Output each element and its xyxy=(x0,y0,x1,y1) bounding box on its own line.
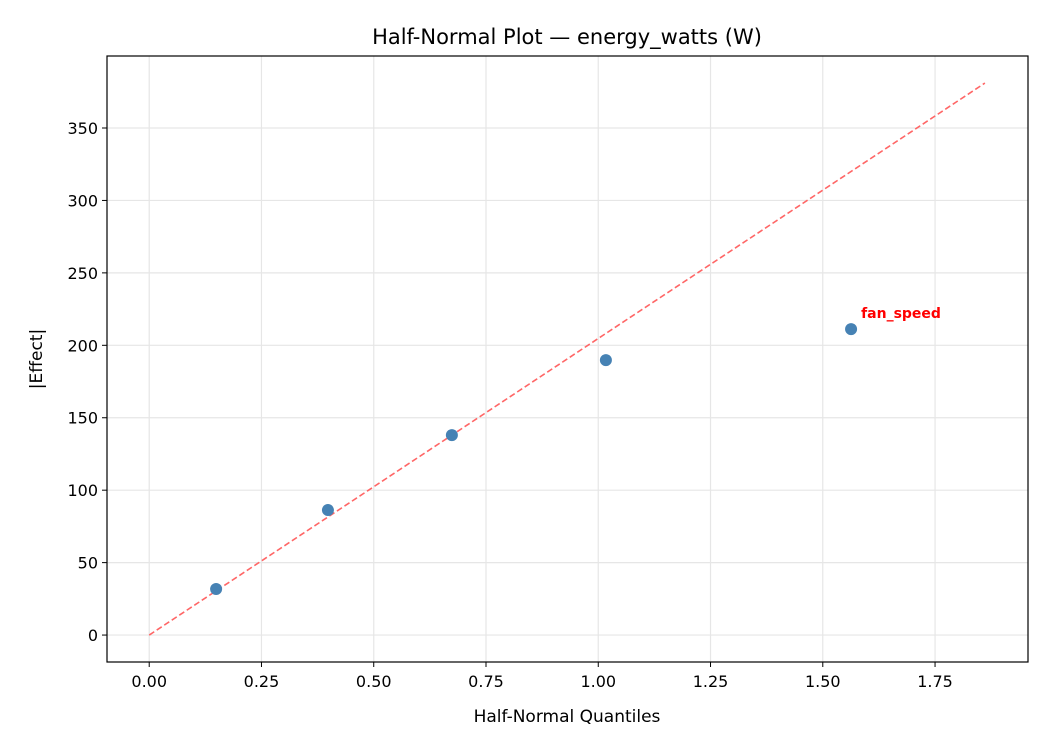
y-tick-label: 50 xyxy=(78,554,98,573)
x-tick-label: 1.00 xyxy=(580,672,616,691)
y-tick-label: 350 xyxy=(67,119,98,138)
axis-ticks: 0.00 0.25 0.50 0.75 1.00 1.25 1.50 1.75 0 50 100 15… xyxy=(67,119,952,691)
chart-title: Half-Normal Plot — energy_watts (W) xyxy=(372,25,762,50)
x-tick-label: 0.50 xyxy=(356,672,392,691)
x-tick-label: 1.75 xyxy=(917,672,953,691)
y-tick-label: 0 xyxy=(88,626,98,645)
x-axis-label: Half-Normal Quantiles xyxy=(474,707,661,727)
plot-frame xyxy=(106,55,1029,663)
y-axis-label: |Effect| xyxy=(27,329,47,389)
x-tick-label: 1.25 xyxy=(693,672,729,691)
y-tick-label: 300 xyxy=(67,191,98,210)
y-tick-label: 200 xyxy=(67,336,98,355)
data-point xyxy=(599,354,612,367)
grid xyxy=(107,56,1028,662)
x-tick-label: 0.00 xyxy=(131,672,167,691)
y-tick-label: 250 xyxy=(67,264,98,283)
data-point xyxy=(321,504,334,517)
reference-line xyxy=(148,82,986,636)
data-point xyxy=(845,323,858,336)
x-tick-label: 0.25 xyxy=(244,672,280,691)
y-tick-label: 150 xyxy=(67,409,98,428)
y-tick-label: 100 xyxy=(67,481,98,500)
data-point xyxy=(210,582,223,595)
x-tick-label: 1.50 xyxy=(805,672,841,691)
data-point xyxy=(445,429,458,442)
x-tick-label: 0.75 xyxy=(468,672,504,691)
data-points: fan_speed xyxy=(210,306,941,595)
point-annotation: fan_speed xyxy=(861,306,941,322)
